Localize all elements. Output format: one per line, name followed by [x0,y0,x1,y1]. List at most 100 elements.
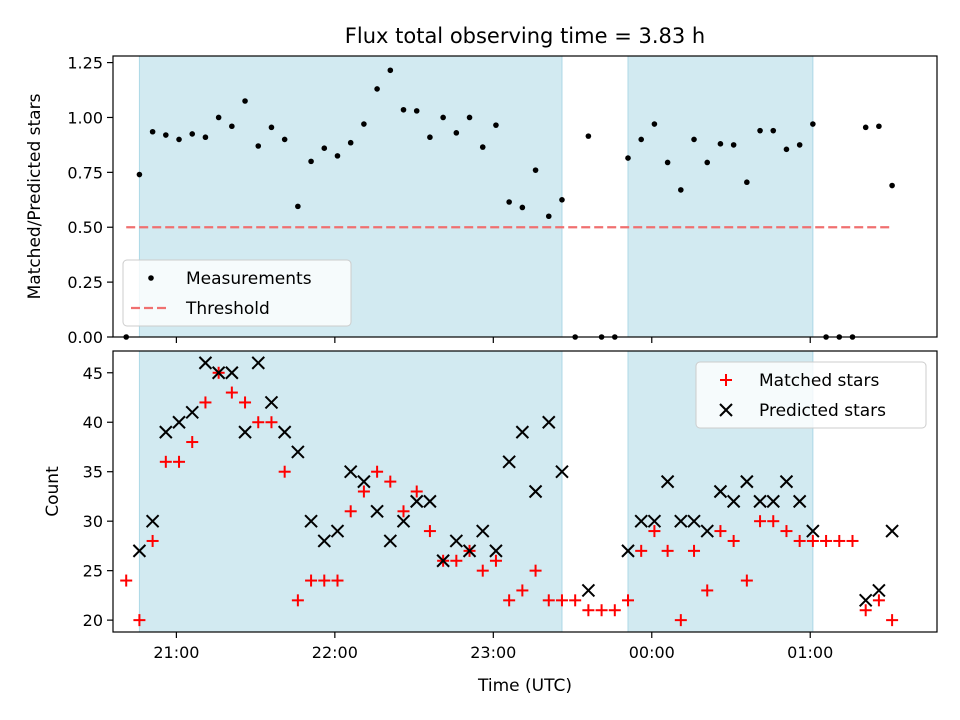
matched-star-point [476,564,489,577]
predicted-star-point [317,534,331,548]
y-tick-label: 45 [83,364,103,383]
matched-star-point [225,386,238,399]
ratio-y-axis-label: Matched/Predicted stars [25,93,45,299]
measurement-point [876,123,882,130]
observing-window-2 [627,55,814,338]
predicted-star-point [145,514,160,528]
measurement-point [664,159,671,166]
measurement-point [519,204,526,211]
legend-predicted-marker [719,403,733,417]
predicted-star-point [581,583,596,598]
measurement-point [149,128,156,135]
matched-star-point [648,525,661,538]
measurement-point [559,196,565,203]
predicted-star-point [713,484,728,499]
measurement-point [691,136,697,143]
measurement-point [413,108,420,114]
predicted-star-point [277,425,292,439]
measurement-point [783,146,790,153]
measurement-point [453,130,460,136]
measurement-point [889,182,895,189]
measurement-point [585,133,592,139]
measurement-point [810,121,816,127]
predicted-star-point [423,494,437,509]
matched-star-point [569,594,582,607]
time-x-axis-label: Time (UTC) [477,676,572,696]
matched-star-point [674,614,687,627]
predicted-star-point [489,544,503,558]
measurement-point [532,167,539,173]
measurement-point [757,127,763,134]
count-panel: 20 25 30 35 40 45 21:00 22:00 23:00 00:00 01:00 C… [43,350,938,696]
predicted-star-point [647,514,662,528]
matched-star-point [846,534,859,547]
predicted-star-point [159,425,173,439]
predicted-star-point [198,356,213,370]
measurement-point [334,153,341,159]
predicted-star-point [172,415,186,429]
y-tick-label: 20 [83,611,103,630]
predicted-star-point [885,524,899,538]
matched-star-point [820,534,833,547]
measurement-point [506,199,512,205]
ratio-y-axis: 0.00 0.25 0.50 0.75 1.00 1.25 [67,54,113,347]
matched-star-point [688,544,701,557]
legend-matched-marker [720,374,732,386]
matched-star-point [740,574,753,587]
matched-star-point [714,525,727,538]
measurement-point [202,134,209,141]
predicted-star-point [462,544,477,558]
x-tick-label: 21:00 [153,643,199,662]
predicted-star-point [872,583,886,598]
ratio-panel: 0.00 0.25 0.50 0.75 1.00 1.25 Matched/Predict… [25,54,938,347]
measurement-point [387,67,394,74]
measurement-point [229,123,235,130]
matched-star-point [173,455,186,468]
matched-star-point [278,465,291,478]
legend-box [695,361,927,429]
predicted-star-point [502,455,516,469]
predicted-star-point [779,474,794,489]
measurement-point [215,114,222,121]
matched-star-point [252,416,265,429]
measurement-point [466,114,473,121]
predicted-star-point [726,494,741,509]
legend-measurements-marker [148,275,154,281]
x-tick-label: 23:00 [470,643,516,662]
matched-star-point [120,574,133,587]
matched-star-point [450,554,463,567]
measurement-point [638,136,645,143]
measurement-point [295,203,301,210]
matched-star-point [357,485,370,498]
predicted-star-point [396,514,411,528]
predicted-stars-series [132,356,899,608]
y-tick-label: 0.25 [67,273,103,292]
matched-star-point [423,525,436,538]
predicted-star-point [621,544,635,558]
matched-star-point [410,485,423,498]
predicted-star-point [410,494,424,509]
measurement-point [163,132,169,138]
predicted-star-point [132,544,147,558]
measurement-point [717,141,724,147]
matched-star-point [793,534,806,547]
matched-star-point [833,534,846,547]
measurement-point [361,121,367,127]
count-y-axis: 20 25 30 35 40 45 [83,364,113,630]
y-tick-label: 25 [83,562,103,581]
measurement-point [176,136,182,143]
count-legend: Matched stars Predicted stars [695,361,927,429]
predicted-star-point [806,524,820,538]
predicted-star-point [370,504,384,518]
predicted-star-point [185,405,199,420]
y-tick-label: 35 [83,463,103,482]
predicted-star-point [858,593,873,608]
ratio-plot-frame [112,55,938,338]
predicted-star-point [542,415,556,429]
legend-box [122,259,352,327]
matched-star-point [516,584,529,597]
count-plot-frame [112,350,938,633]
y-tick-label: 0.75 [67,163,103,182]
predicted-star-point [225,366,239,380]
